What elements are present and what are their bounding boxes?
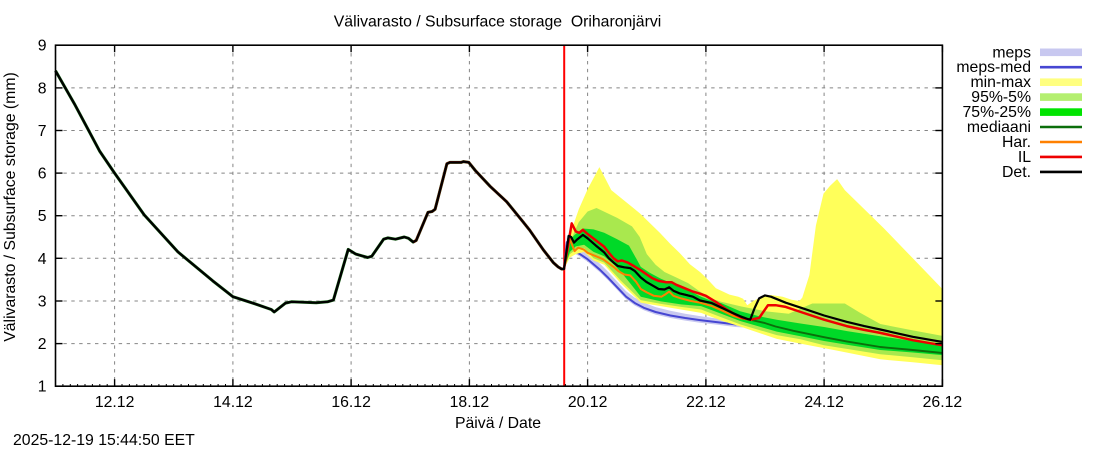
svg-text:Det.: Det. xyxy=(1002,164,1031,181)
svg-text:16.12: 16.12 xyxy=(331,394,371,411)
svg-text:7: 7 xyxy=(38,123,47,140)
svg-text:min-max: min-max xyxy=(970,74,1031,91)
svg-text:IL: IL xyxy=(1018,149,1031,166)
svg-text:4: 4 xyxy=(38,251,47,268)
svg-text:Päivä / Date: Päivä / Date xyxy=(455,415,541,432)
svg-text:Har.: Har. xyxy=(1002,134,1031,151)
svg-text:8: 8 xyxy=(38,80,47,97)
svg-text:2025-12-19 15:44:50 EET: 2025-12-19 15:44:50 EET xyxy=(13,432,195,449)
svg-text:12.12: 12.12 xyxy=(95,394,135,411)
svg-text:Välivarasto / Subsurface stora: Välivarasto / Subsurface storage (mm) xyxy=(2,72,19,342)
svg-text:9: 9 xyxy=(38,38,47,55)
svg-text:3: 3 xyxy=(38,294,47,311)
svg-text:26.12: 26.12 xyxy=(923,394,963,411)
svg-text:meps-med: meps-med xyxy=(956,59,1031,76)
svg-text:Välivarasto / Subsurface stora: Välivarasto / Subsurface storage Oriharo… xyxy=(334,14,662,31)
svg-text:95%-5%: 95%-5% xyxy=(971,89,1031,106)
svg-text:20.12: 20.12 xyxy=(568,394,608,411)
svg-text:meps: meps xyxy=(992,44,1031,61)
svg-text:mediaani: mediaani xyxy=(967,119,1031,136)
svg-text:14.12: 14.12 xyxy=(213,394,253,411)
svg-text:5: 5 xyxy=(38,208,47,225)
svg-text:75%-25%: 75%-25% xyxy=(963,104,1032,121)
svg-text:6: 6 xyxy=(38,166,47,183)
svg-text:1: 1 xyxy=(38,379,47,396)
svg-text:24.12: 24.12 xyxy=(804,394,844,411)
svg-text:2: 2 xyxy=(38,336,47,353)
svg-text:18.12: 18.12 xyxy=(450,394,490,411)
svg-text:22.12: 22.12 xyxy=(686,394,726,411)
